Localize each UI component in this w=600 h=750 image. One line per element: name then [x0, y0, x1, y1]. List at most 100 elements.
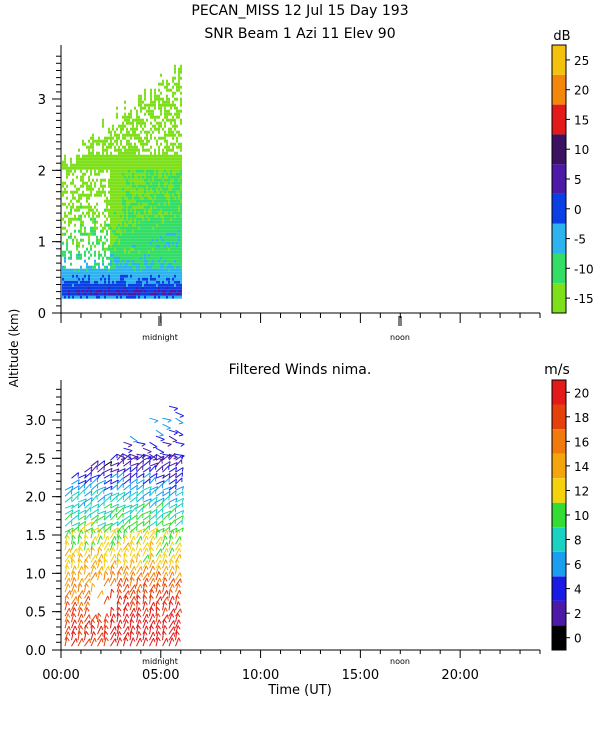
snr-cell	[162, 103, 164, 107]
snr-cell	[138, 241, 140, 245]
snr-cell	[176, 250, 178, 254]
snr-cell	[132, 163, 134, 167]
snr-cell	[146, 166, 148, 170]
snr-cell	[174, 106, 176, 110]
snr-cell	[124, 145, 126, 149]
snr-cell	[150, 211, 152, 215]
snr-cell	[82, 163, 84, 167]
snr-cell	[160, 166, 162, 170]
snr-cell	[110, 250, 112, 254]
snr-cell	[102, 163, 104, 167]
wind-barb-flag	[120, 577, 123, 583]
wind-barb	[84, 497, 93, 503]
snr-cell	[122, 274, 124, 278]
snr-cell	[130, 148, 132, 152]
snr-cell	[138, 169, 140, 173]
snr-cell	[160, 175, 162, 179]
snr-cell	[62, 160, 64, 164]
snr-cell	[124, 280, 126, 284]
wind-barb	[149, 501, 157, 509]
snr-cell	[94, 277, 96, 281]
snr-cell	[150, 136, 152, 140]
winds-title: Filtered Winds nima.	[229, 362, 372, 378]
snr-cell	[150, 274, 152, 278]
snr-cell	[160, 106, 162, 110]
winds-colorbar-ticklabel: 20	[574, 386, 589, 400]
snr-cell	[126, 244, 128, 248]
snr-cell	[180, 250, 182, 254]
snr-cell	[94, 286, 96, 290]
wind-barb	[162, 461, 171, 467]
snr-cell	[154, 97, 156, 101]
snr-cell	[174, 142, 176, 146]
snr-cell	[140, 244, 142, 248]
snr-cell	[148, 259, 150, 263]
snr-cell	[104, 253, 106, 257]
snr-cell	[180, 277, 182, 281]
wind-barb-flag	[73, 607, 77, 612]
snr-cell	[136, 136, 138, 140]
snr-cell	[142, 286, 144, 290]
snr-cell	[106, 160, 108, 164]
snr-cell	[122, 154, 124, 158]
snr-cell	[132, 229, 134, 233]
wind-barb-flag	[145, 637, 149, 642]
wind-barb	[175, 608, 182, 617]
wind-barb-flag	[150, 625, 154, 630]
snr-cell	[160, 199, 162, 203]
snr-cell	[174, 64, 176, 68]
snr-cell	[136, 214, 138, 218]
snr-cell	[180, 118, 182, 122]
snr-cell	[110, 145, 112, 149]
snr-cell	[80, 217, 82, 221]
snr-cell	[136, 202, 138, 206]
snr-cell	[158, 289, 160, 293]
snr-cell	[138, 121, 140, 125]
wind-barb	[77, 631, 80, 641]
snr-cell	[122, 250, 124, 254]
snr-cell	[150, 184, 152, 188]
snr-cell	[172, 214, 174, 218]
snr-cell	[168, 280, 170, 284]
wind-barb-flag	[77, 514, 80, 520]
wind-barb-flag	[69, 548, 72, 553]
snr-cell	[158, 166, 160, 170]
wind-barb	[162, 637, 168, 647]
snr-cell	[92, 229, 94, 233]
snr-cell	[74, 229, 76, 233]
snr-cell	[168, 163, 170, 167]
wind-barb-flag	[92, 541, 96, 546]
snr-cell	[156, 211, 158, 215]
wind-barb-flag	[177, 625, 181, 630]
snr-cell	[70, 208, 72, 212]
snr-cell	[154, 244, 156, 248]
snr-cell	[116, 265, 118, 269]
wind-barb-flag	[173, 608, 176, 613]
wind-barb-flag	[168, 526, 171, 532]
snr-cell	[178, 85, 180, 89]
snr-cell	[158, 184, 160, 188]
snr-cell	[92, 148, 94, 152]
snr-cell	[136, 163, 138, 167]
snr-cell	[98, 280, 100, 284]
snr-cell	[144, 250, 146, 254]
snr-cell	[98, 283, 100, 287]
wind-barb	[162, 607, 166, 617]
snr-cell	[102, 271, 104, 275]
wind-barb-flag	[160, 438, 165, 442]
wind-barb	[64, 613, 69, 623]
wind-barb	[77, 529, 82, 539]
snr-cell	[144, 211, 146, 215]
snr-cell	[102, 157, 104, 161]
snr-cell	[162, 292, 164, 296]
wind-barb-flag	[163, 630, 167, 635]
snr-cell	[176, 253, 178, 257]
snr-colorbar-bands	[551, 44, 567, 314]
snr-cell	[94, 283, 96, 287]
snr-cell	[160, 154, 162, 158]
wind-barb-flag	[171, 571, 175, 576]
snr-cell	[170, 241, 172, 245]
snr-cell	[136, 232, 138, 236]
snr-cell	[170, 127, 172, 131]
snr-cell	[98, 286, 100, 290]
